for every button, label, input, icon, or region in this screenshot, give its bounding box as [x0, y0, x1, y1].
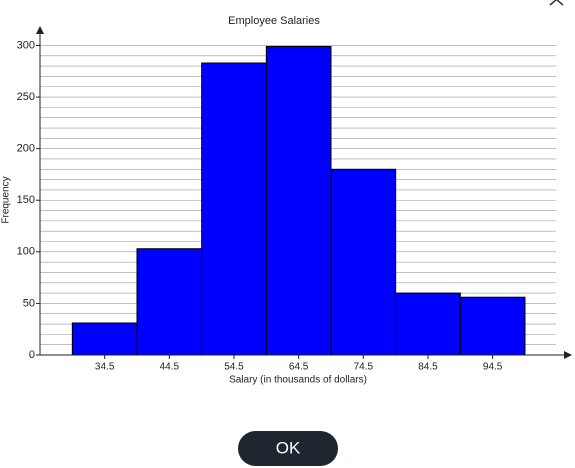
bar — [265, 46, 332, 356]
close-stroke — [549, 0, 558, 6]
chart-title: Employee Salaries — [228, 15, 320, 27]
y-axis-arrow — [36, 26, 44, 34]
bar — [71, 322, 138, 356]
bar — [201, 62, 267, 356]
close-icon[interactable] — [549, 0, 564, 6]
y-tick-label: 50 — [23, 297, 35, 309]
x-tick-label: 94.5 — [483, 362, 503, 373]
y-tick-label: 100 — [17, 246, 35, 258]
bar — [330, 168, 397, 356]
close-stroke — [555, 0, 564, 6]
x-tick-label: 64.5 — [289, 362, 309, 373]
bar — [136, 248, 203, 356]
x-axis-label: Salary (in thousands of dollars) — [229, 375, 367, 386]
ok-button[interactable]: OK — [238, 431, 338, 466]
ok-button-bg — [238, 431, 338, 466]
x-tick-label: 34.5 — [95, 362, 115, 373]
y-tick-label: 300 — [17, 39, 35, 51]
y-tick-label: 200 — [17, 143, 35, 155]
x-tick-label: 44.5 — [160, 362, 180, 373]
ok-button-label: OK — [276, 438, 301, 457]
plot: 0 50 100 150 200 250 300 34.5 44.5 54.5 64.5 74.5 84… — [17, 26, 572, 373]
y-tick-label: 150 — [17, 194, 35, 206]
y-tick-label: 0 — [29, 349, 35, 361]
y-axis-label: Frequency — [1, 176, 12, 223]
bar — [395, 292, 461, 356]
x-tick-label: 54.5 — [224, 362, 244, 373]
x-tick-label: 84.5 — [418, 362, 438, 373]
y-tick-label: 250 — [17, 91, 35, 103]
x-tick-label: 74.5 — [354, 362, 374, 373]
bar — [459, 296, 526, 356]
x-axis-arrow — [564, 351, 572, 359]
